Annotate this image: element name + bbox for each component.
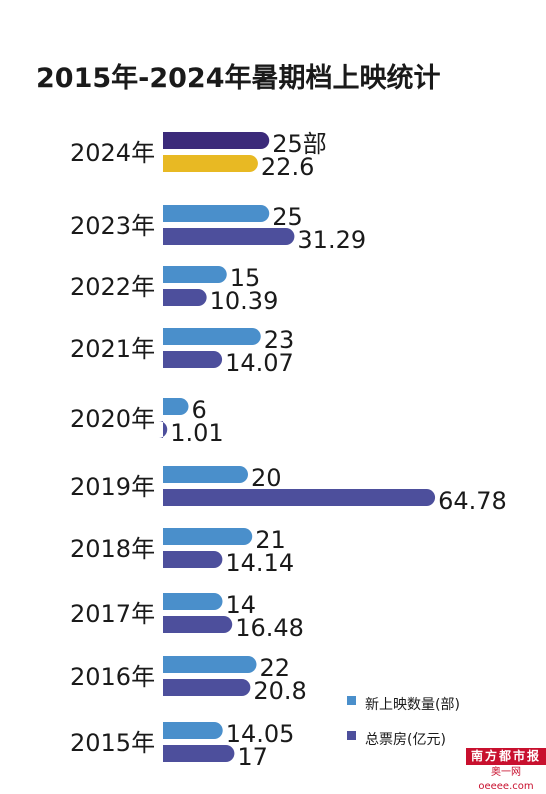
bar-box-office	[163, 289, 207, 306]
category-label: 2024年	[70, 139, 155, 167]
data-label-count: 14	[226, 591, 257, 619]
logo-main-text: 南方都市报	[466, 748, 546, 765]
bar-count	[163, 398, 189, 415]
category-label: 2020年	[70, 405, 155, 433]
bar-box-office	[163, 489, 436, 506]
data-label-count: 25部	[272, 130, 327, 158]
bar-count	[163, 593, 223, 610]
data-label-count: 23	[264, 326, 295, 354]
legend-label-count: 新上映数量(部)	[365, 697, 460, 713]
bar-box-office	[163, 155, 258, 172]
data-label-box-office: 17	[237, 743, 268, 771]
data-label-box-office: 14.14	[225, 549, 294, 577]
bar-box-office	[163, 351, 223, 368]
category-label: 2023年	[70, 212, 155, 240]
bar-count	[163, 656, 257, 673]
category-label: 2018年	[70, 535, 155, 563]
data-label-box-office: 10.39	[210, 287, 279, 315]
chart-title: 2015年-2024年暑期档上映统计	[36, 62, 441, 94]
bar-box-office	[163, 679, 251, 696]
data-label-box-office: 14.07	[225, 349, 294, 377]
data-label-count: 14.05	[226, 720, 295, 748]
bar-box-office	[158, 421, 168, 438]
logo-sub-text: 奥一网oeeee.com	[478, 767, 534, 792]
bar-count	[163, 266, 227, 283]
bar-count	[163, 132, 270, 149]
data-label-box-office: 20.8	[253, 677, 306, 705]
bar-count	[163, 722, 223, 739]
data-label-count: 21	[255, 526, 286, 554]
category-label: 2017年	[70, 600, 155, 628]
legend-swatch-count	[347, 696, 356, 705]
legend: 新上映数量(部) 总票房(亿元)	[347, 696, 460, 748]
data-label-count: 22	[260, 654, 291, 682]
bar-count	[163, 466, 248, 483]
data-label-box-office: 22.6	[261, 153, 314, 181]
data-label-box-office: 16.48	[235, 614, 304, 642]
bar-count	[163, 328, 261, 345]
bar-count	[163, 528, 253, 545]
category-label: 2016年	[70, 663, 155, 691]
newspaper-logo: 南方都市报 奥一网oeeee.com	[466, 748, 546, 792]
category-label: 2019年	[70, 473, 155, 501]
bar-box-office	[163, 228, 295, 245]
data-label-count: 25	[272, 203, 303, 231]
data-label-count: 6	[192, 396, 207, 424]
bar-box-office	[163, 551, 223, 568]
data-label-box-office: 1.01	[170, 419, 223, 447]
bar-box-office	[163, 616, 233, 633]
legend-label-box-office: 总票房(亿元)	[365, 732, 446, 748]
data-label-count: 15	[230, 264, 261, 292]
data-label-box-office: 31.29	[297, 226, 366, 254]
data-label-box-office: 64.78	[438, 487, 507, 515]
category-label: 2021年	[70, 335, 155, 363]
category-label: 2022年	[70, 273, 155, 301]
data-label-count: 20	[251, 464, 282, 492]
bar-count	[163, 205, 270, 222]
category-label: 2015年	[70, 729, 155, 757]
bar-box-office	[163, 745, 235, 762]
legend-swatch-box-office	[347, 731, 356, 740]
